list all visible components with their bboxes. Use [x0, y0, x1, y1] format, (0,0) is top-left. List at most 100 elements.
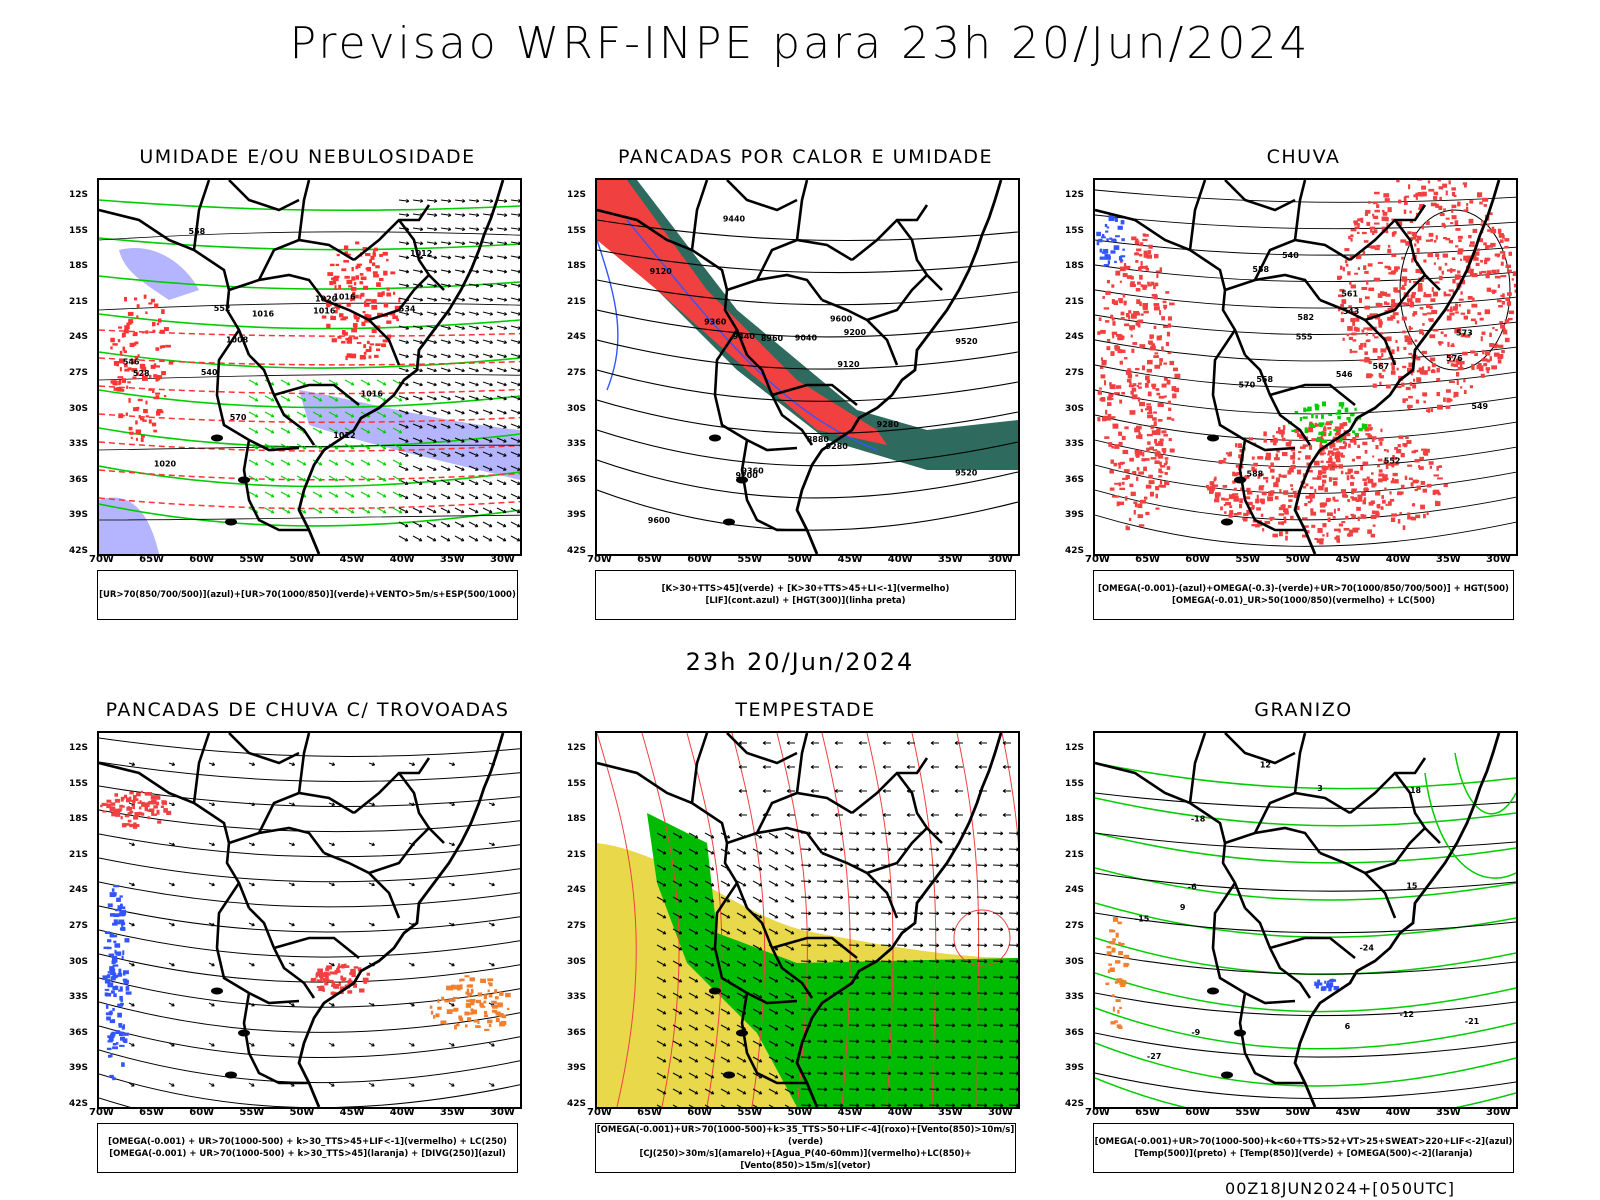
wind-vector: [468, 507, 479, 513]
rain-area: [1264, 520, 1271, 525]
wind-vector: [398, 353, 409, 358]
wind-vector: [461, 382, 465, 387]
wind-vector: [1016, 1039, 1018, 1044]
rain-area: [1377, 356, 1382, 361]
thunder-area: [325, 973, 331, 976]
rain-area: [1110, 314, 1114, 319]
lon-label: 30W: [1486, 554, 1511, 565]
lat-label: 42S: [567, 1099, 587, 1109]
contour-label: 546: [1336, 370, 1353, 379]
thunder-area: [351, 972, 356, 977]
wind-vector: [382, 381, 387, 386]
wind-vector: [824, 863, 828, 868]
flow-arrow: [288, 802, 295, 806]
lat-label: 12S: [567, 190, 587, 200]
wind-vector: [405, 382, 409, 387]
rain-area: [1246, 487, 1251, 491]
rain-area: [1163, 451, 1166, 454]
rain-area: [1155, 442, 1161, 446]
wind-vector: [978, 741, 982, 745]
lat-label: 39S: [69, 510, 89, 521]
rain-area: [1371, 510, 1375, 515]
divergence-area: [112, 934, 118, 938]
omega-area: [1344, 407, 1349, 413]
rain-speckle: [345, 337, 351, 341]
map-chuva[interactable]: 588 582 576 573 570 567 561 558 555 552 549 546 543 5…: [1093, 178, 1518, 556]
rain-speckle: [366, 340, 370, 344]
rain-area: [1447, 354, 1451, 359]
rain-area: [1294, 493, 1298, 498]
flow-arrow: [448, 802, 455, 806]
wind-vector: [475, 311, 480, 316]
wind-vector: [984, 895, 988, 900]
rain-speckle: [143, 408, 148, 414]
rain-area: [1138, 319, 1144, 324]
wind-vector: [482, 395, 493, 400]
rain-area: [1102, 359, 1107, 364]
wind-vector: [503, 481, 507, 486]
rain-speckle: [335, 263, 340, 267]
wind-vector: [694, 1090, 699, 1095]
lon-label: 50W: [289, 554, 315, 565]
wind-vector: [454, 465, 465, 471]
contour-label: -24: [1359, 944, 1374, 953]
rain-speckle: [136, 315, 139, 319]
wind-vector: [656, 896, 667, 903]
map-trovoadas[interactable]: [97, 731, 522, 1109]
rain-area: [1492, 289, 1495, 294]
rain-speckle: [376, 282, 381, 287]
hgt-contour: [597, 459, 1018, 499]
wind-vector: [489, 326, 494, 330]
rain-area: [1415, 298, 1421, 303]
wind-vector: [510, 339, 520, 344]
rain-area: [1364, 296, 1370, 300]
rain-area: [1312, 477, 1318, 480]
rain-area: [1353, 326, 1357, 332]
lat-label: 42S: [69, 546, 89, 556]
wind-vector: [824, 959, 828, 964]
map-pancadas-calor[interactable]: 9600 9520 9440 9360 9280 9200 9120 9040 8960 8880…: [595, 178, 1020, 556]
panel-title-trovoadas: PANCADAS DE CHUVA C/ TROVOADAS: [105, 699, 510, 721]
wind-vector: [790, 850, 795, 855]
wind-vector: [461, 213, 466, 218]
wind-vector: [454, 423, 465, 429]
contour-label: 1016: [252, 310, 275, 319]
wind-vector: [678, 882, 683, 887]
wind-vector: [503, 255, 508, 260]
rain-area: [1140, 242, 1144, 247]
omega-area: [1363, 423, 1368, 429]
rain-speckle: [163, 327, 169, 332]
rain-area: [1228, 513, 1233, 518]
rain-area: [1123, 300, 1127, 304]
wind-vector: [517, 481, 520, 486]
rain-area: [1451, 343, 1455, 346]
wind-vector: [405, 368, 409, 373]
wind-vector: [704, 1040, 715, 1047]
rain-area: [1350, 229, 1357, 232]
rain-area: [1158, 468, 1162, 473]
rain-area: [1251, 523, 1258, 527]
wind-vector: [419, 241, 424, 246]
flow-arrow: [291, 802, 296, 807]
flow-arrow: [411, 962, 415, 967]
flow-arrow: [448, 762, 455, 766]
wind-vector: [952, 1055, 956, 1060]
flow-arrow: [451, 1002, 455, 1007]
wind-vector: [412, 507, 423, 513]
wind-vector: [952, 927, 956, 932]
map-tempestade[interactable]: [595, 731, 1020, 1109]
divergence-area: [109, 968, 116, 973]
omega-area: [1111, 217, 1115, 221]
rain-area: [1333, 508, 1336, 514]
wind-vector: [688, 1056, 699, 1063]
rain-area: [1391, 513, 1397, 517]
rain-speckle: [132, 333, 138, 337]
map-umidade[interactable]: 1012 1016 1016 1016 1020 1020 1012 1016 1008 570 5…: [97, 178, 522, 556]
rain-area: [1131, 283, 1136, 288]
thunder-area: [470, 988, 474, 994]
rain-area: [1402, 443, 1408, 447]
map-granizo[interactable]: -6 -9 -12 -15 -18 -21 -24 -27 15 12 9 6 3 18: [1093, 731, 1518, 1109]
wind-vector: [840, 927, 844, 932]
rain-area: [1401, 302, 1407, 305]
rain-area: [1283, 516, 1287, 520]
